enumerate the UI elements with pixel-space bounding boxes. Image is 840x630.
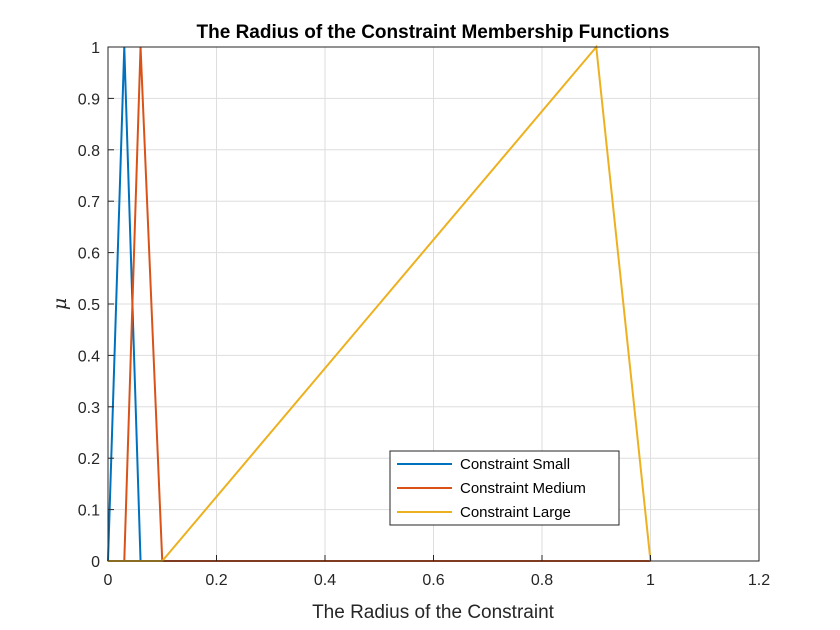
- y-tick-label: 0.9: [78, 91, 100, 108]
- y-tick-label: 0.4: [78, 348, 100, 365]
- x-tick-label: 0.8: [531, 572, 553, 589]
- legend-entry: Constraint Medium: [460, 480, 586, 497]
- x-tick-label: 0.6: [422, 572, 444, 589]
- y-tick-label: 0.3: [78, 400, 100, 417]
- y-tick-label: 0.5: [78, 297, 100, 314]
- legend-entry: Constraint Small: [460, 456, 570, 473]
- x-axis-ticks: 0 0.2 0.4 0.6 0.8 1 1.2: [104, 555, 770, 589]
- y-tick-label: 1: [91, 40, 100, 57]
- y-tick-label: 0.8: [78, 143, 100, 160]
- y-axis-label: μ: [49, 298, 71, 310]
- y-tick-label: 0.6: [78, 246, 100, 263]
- x-tick-label: 0: [104, 572, 113, 589]
- y-tick-label: 0.7: [78, 194, 100, 211]
- x-tick-label: 0.4: [314, 572, 336, 589]
- legend-entry: Constraint Large: [460, 504, 571, 521]
- x-tick-label: 0.2: [205, 572, 227, 589]
- y-tick-label: 0.2: [78, 451, 100, 468]
- x-tick-label: 1: [646, 572, 655, 589]
- y-tick-label: 0.1: [78, 503, 100, 520]
- y-axis-ticks: 0 0.1 0.2 0.3 0.4 0.5 0.6 0.7 0.8 0.9 1: [78, 40, 114, 571]
- legend: Constraint Small Constraint Medium Constra…: [389, 450, 620, 526]
- y-tick-label: 0: [91, 554, 100, 571]
- chart-title: The Radius of the Constraint Membership …: [197, 22, 670, 43]
- x-axis-label: The Radius of the Constraint: [312, 602, 555, 623]
- x-tick-label: 1.2: [748, 572, 770, 589]
